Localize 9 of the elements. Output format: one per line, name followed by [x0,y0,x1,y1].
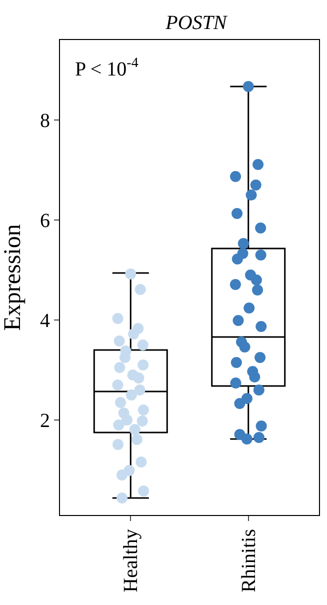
chart-title: POSTN [164,12,228,34]
x-tick-label: Healthy [120,529,142,592]
y-tick-label: 6 [40,210,50,232]
y-tick-label: 2 [40,410,50,432]
annotation: P < 10$^{-4}$ [75,56,138,80]
y-axis-title: Expression [0,224,26,331]
x-tick-label: Rhinitis [238,528,260,592]
y-tick-label: 8 [40,110,50,132]
y-tick-label: 4 [40,310,50,332]
